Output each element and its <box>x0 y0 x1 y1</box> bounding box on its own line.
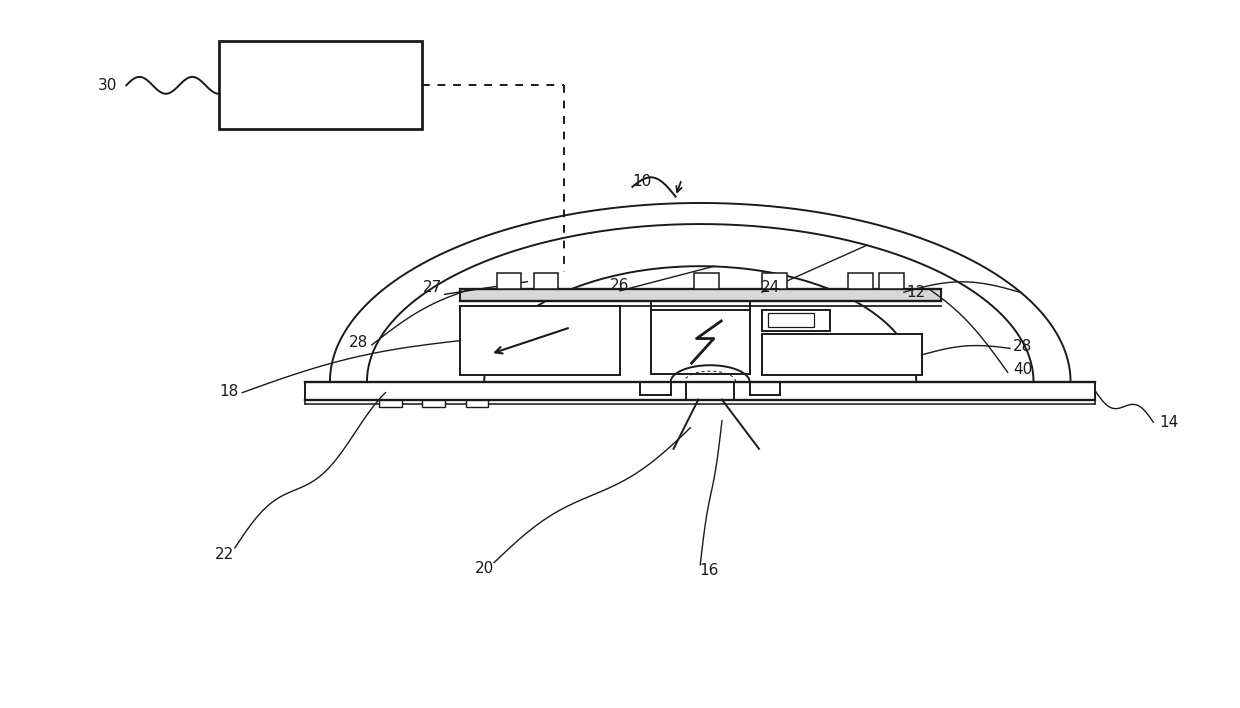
Bar <box>496 273 521 289</box>
Text: 28: 28 <box>1013 339 1032 355</box>
Text: 10: 10 <box>632 174 652 190</box>
Bar <box>533 273 558 289</box>
Bar <box>466 399 487 406</box>
Bar <box>768 313 813 327</box>
Bar <box>651 310 750 374</box>
Text: 14: 14 <box>1159 415 1179 430</box>
Bar <box>761 273 786 289</box>
Text: 27: 27 <box>423 280 441 295</box>
Text: 18: 18 <box>219 384 238 399</box>
Text: 30: 30 <box>98 78 118 93</box>
Bar <box>694 273 719 289</box>
Text: 24: 24 <box>761 280 780 295</box>
Bar <box>460 307 620 375</box>
Text: 22: 22 <box>216 547 234 561</box>
Bar <box>218 41 423 130</box>
Bar <box>761 334 923 375</box>
Bar <box>879 273 904 289</box>
Text: 40: 40 <box>1013 362 1032 377</box>
Bar <box>848 273 873 289</box>
Text: 16: 16 <box>699 563 718 578</box>
Text: 26: 26 <box>610 278 630 292</box>
Text: 12: 12 <box>906 285 926 299</box>
Bar <box>761 309 830 331</box>
Bar <box>423 399 445 406</box>
Text: 20: 20 <box>475 561 494 576</box>
Bar <box>379 399 402 406</box>
Text: 28: 28 <box>348 335 368 350</box>
Text: EXTERNAL
DEVICE: EXTERNAL DEVICE <box>277 67 365 103</box>
